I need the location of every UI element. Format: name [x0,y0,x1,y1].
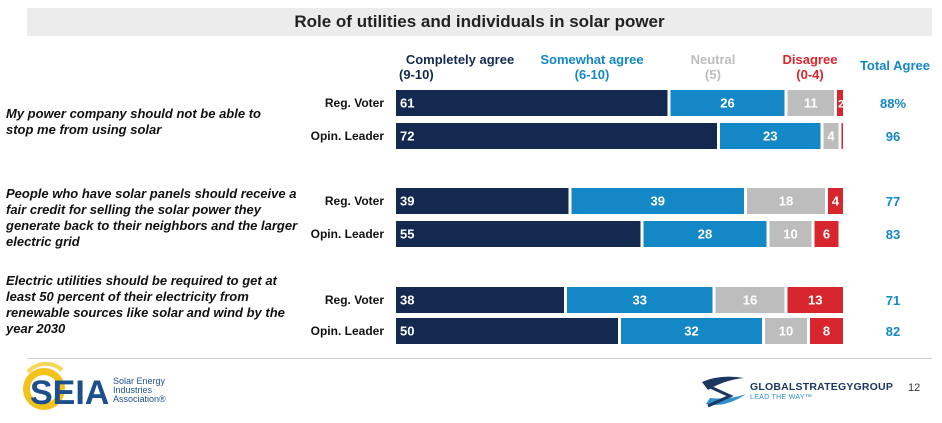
header-completely-label: Completely agree [405,52,515,67]
bar-completely [396,221,641,247]
header-disagree: Disagree (0-4) [777,52,843,82]
bar-label-neutral: 10 [779,324,793,339]
header-total-label: Total Agree [859,58,931,73]
bar-label-somewhat: 39 [651,194,665,209]
header-disagree-label: Disagree [782,52,838,67]
bar-label-somewhat: 33 [633,293,647,308]
gsg-tagline: LEAD THE WAY™ [750,394,813,401]
bar-label-disagree: 8 [823,324,830,339]
bar-somewhat [571,188,744,214]
group-label: Opin. Leader [310,129,384,143]
total-agree-value: 88% [879,96,907,111]
header-neutral-range: (5) [705,67,721,82]
bar-somewhat [567,287,713,313]
bar-label-somewhat: 32 [684,324,698,339]
group-label: Opin. Leader [310,227,384,241]
bar-completely [396,287,564,313]
bar-row-s2-reg-voter: 39 39 18 4 [396,188,843,214]
total-agree-value: 82 [885,324,901,339]
gsg-logo [702,376,746,408]
seia-line-1: Solar Energy [113,376,166,386]
bar-label-somewhat: 26 [720,96,734,111]
seia-line-3: Association® [113,394,166,404]
page-number: 12 [908,382,921,394]
group-label: Reg. Voter [324,96,384,110]
group-label: Reg. Voter [324,194,384,208]
bar-neutral [787,90,834,116]
seia-line-2: Industries [113,385,153,395]
bar-neutral [765,318,807,344]
header-completely-agree: Completely agree (9-10) [395,52,525,82]
total-agree-value: 83 [885,227,901,242]
bar-completely [396,123,717,149]
bar-disagree [810,318,843,344]
total-agree-value: 77 [885,194,901,209]
bar-somewhat [643,221,767,247]
total-agree-value: 71 [885,293,901,308]
seia-logo: SEIA [23,362,109,412]
footer-divider [27,358,932,359]
bar-label-somewhat: 28 [698,227,712,242]
header-neutral-label: Neutral [690,52,736,67]
bar-disagree [814,221,839,247]
bar-completely [396,90,668,116]
bar-neutral [715,287,785,313]
bar-label-disagree: 6 [823,227,830,242]
bar-neutral [823,123,839,149]
bar-label-neutral: 18 [779,194,793,209]
bar-label-neutral: 16 [743,293,757,308]
bar-label-neutral: 4 [827,129,835,144]
gsg-company-name: GLOBALSTRATEGYGROUP [750,381,894,393]
bar-label-disagree: 4 [832,194,840,209]
statement-1: My power company should not be able to s… [6,106,261,137]
header-total-agree: Total Agree [852,58,938,73]
bar-somewhat [670,90,785,116]
statement-2: People who have solar panels should rece… [6,186,298,249]
header-neutral: Neutral (5) [678,52,748,82]
gsg-swoosh-icon [702,376,746,408]
bar-disagree [787,287,843,313]
bar-label-neutral: 10 [783,227,797,242]
bar-somewhat [720,123,821,149]
bar-disagree [841,123,843,149]
bar-row-s1-reg-voter: 61 26 11 2 [396,90,844,116]
header-somewhat-label: Somewhat agree [540,52,644,67]
bar-neutral [747,188,825,214]
header-somewhat-agree: Somewhat agree (6-10) [532,52,652,82]
bar-neutral [769,221,812,247]
bar-completely [396,318,618,344]
statement-3: Electric utilities should be required to… [6,273,285,336]
bar-label-completely: 39 [400,194,414,209]
bar-label-neutral: 11 [804,96,818,111]
bar-label-completely: 55 [400,227,414,242]
total-agree-value: 96 [885,129,901,144]
bar-label-completely: 38 [400,293,414,308]
bar-label-completely: 72 [400,129,414,144]
bar-label-somewhat: 23 [763,129,777,144]
slide-title: Role of utilities and individuals in sol… [27,8,932,36]
bar-row-s3-reg-voter: 38 33 16 13 [396,287,843,313]
header-disagree-range: (0-4) [796,67,824,82]
bar-disagree [828,188,843,214]
header-somewhat-range: (6-10) [574,67,610,82]
bar-row-s3-opin-leader: 50 32 10 8 [396,318,843,344]
seia-wordmark: SEIA [30,374,109,412]
bar-row-s2-opin-leader: 55 28 10 6 [396,221,839,247]
bar-somewhat [621,318,762,344]
bar-row-s1-opin-leader: 72 23 4 [396,123,843,149]
bar-label-disagree: 13 [808,293,822,308]
group-label: Reg. Voter [324,293,384,307]
seia-association-name: Solar Energy Industries Association® [113,377,166,404]
group-label: Opin. Leader [310,324,384,338]
header-completely-range: (9-10) [399,67,434,82]
bar-label-completely: 50 [400,324,414,339]
bar-label-disagree: 2 [838,99,844,111]
bar-completely [396,188,569,214]
bar-label-completely: 61 [400,96,414,111]
bar-disagree [837,90,843,116]
